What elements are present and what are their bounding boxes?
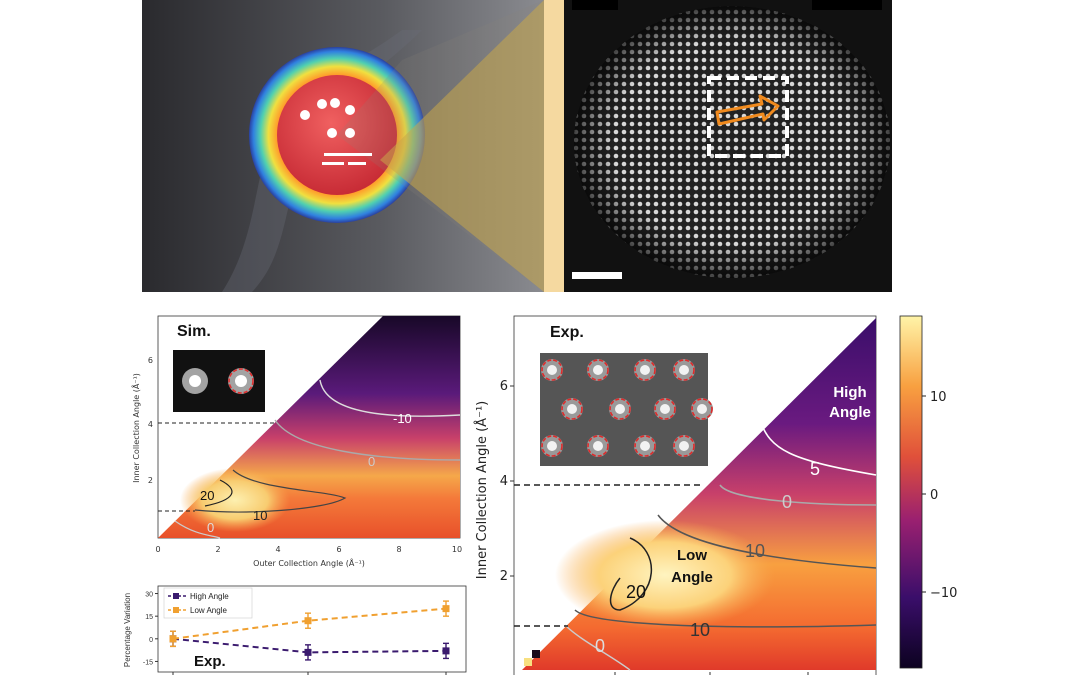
exp-contour-label: 5	[810, 459, 820, 479]
atom-core	[660, 404, 670, 414]
y-tick-label: -15	[143, 659, 153, 666]
x-tick: 10	[452, 545, 462, 554]
x-tick: 6	[336, 545, 341, 554]
atom-core	[593, 441, 603, 451]
sim-contour-label: 20	[200, 488, 214, 503]
sim-panel-label: Sim.	[177, 323, 211, 340]
y-tick-label: 0	[149, 637, 153, 644]
data-point	[169, 635, 177, 643]
atom-core	[679, 365, 689, 375]
sim-x-axis-label: Outer Collection Angle (Å⁻¹)	[253, 557, 365, 568]
atom-core	[567, 404, 577, 414]
low-angle-label: Angle	[671, 569, 713, 586]
atom-core	[697, 404, 707, 414]
atom-core	[640, 365, 650, 375]
legend-label: High Angle	[190, 592, 229, 601]
atom-marker-ring	[587, 359, 609, 381]
exp-contour-label: 20	[626, 582, 646, 602]
colorbar-tick: −10	[930, 586, 957, 601]
percentage-chart: 30 15 0 -15 High Angle Low Angle Exp. Perce…	[123, 585, 467, 675]
colorbar: 10 0 −10	[899, 315, 957, 669]
high-angle-label: High	[833, 384, 866, 401]
x-tick: 0	[155, 545, 160, 554]
exp-heatmap: 5 0 10 20 10 0 High Angle Low Angle Exp.…	[474, 315, 877, 675]
x-tick: 2	[215, 545, 220, 554]
y-tick-label: 30	[145, 592, 153, 599]
scale-bar	[572, 272, 622, 279]
low-angle-label: Low	[677, 547, 707, 564]
probe-core	[277, 75, 397, 195]
sim-y-axis-label: Inner Collection Angle (Å⁻¹)	[130, 373, 141, 483]
atom-marker-ring	[609, 398, 631, 420]
exp-contour-label: 10	[745, 541, 765, 561]
atom-marker-ring	[541, 359, 563, 381]
series-line	[172, 607, 447, 640]
colorbar-tick: 10	[930, 390, 947, 405]
y-tick: 4	[500, 474, 508, 489]
atom-marker-ring	[634, 359, 656, 381]
sim-contour-label: 0	[368, 454, 375, 469]
exp-inset	[540, 353, 713, 466]
x-tick: 8	[396, 545, 401, 554]
atom-core	[615, 404, 625, 414]
stem-image	[564, 0, 892, 292]
y-tick: 2	[148, 476, 153, 485]
data-point	[442, 605, 450, 613]
zoom-divider	[544, 0, 564, 292]
colorbar-gradient	[899, 315, 923, 669]
zoom-wedge	[380, 0, 544, 292]
exp-contour-label: 0	[782, 492, 792, 512]
exp-panel-label: Exp.	[550, 324, 584, 341]
atom-marker-ring	[654, 398, 676, 420]
data-point	[442, 647, 450, 655]
atom-marker-ring	[541, 435, 563, 457]
y-tick: 4	[148, 420, 153, 429]
atom-marker-ring	[634, 435, 656, 457]
legend-marker-high	[173, 593, 179, 599]
chart-panel-label: Exp.	[194, 653, 226, 670]
exp-y-axis-label: Inner Collection Angle (Å⁻¹)	[474, 401, 490, 579]
atom-core	[547, 441, 557, 451]
exp-contour-label: 0	[595, 636, 605, 656]
y-tick: 6	[148, 356, 153, 365]
chart-legend: High Angle Low Angle	[163, 587, 253, 619]
sim-contour-label: -10	[393, 411, 412, 426]
chart-y-axis-label: Percentage Variation	[123, 593, 132, 667]
atom-marker-ring	[691, 398, 713, 420]
legend-label: Low Angle	[190, 606, 227, 615]
atom-marker-ring	[673, 359, 695, 381]
y-tick: 2	[500, 569, 508, 584]
colorbar-tick: 0	[930, 488, 938, 503]
scan-arrow	[715, 94, 780, 126]
sim-contour-label: 0	[207, 520, 214, 535]
sim-inset	[173, 350, 265, 412]
sim-heatmap: -10 0 20 10 0 Sim. 0 2 4 6 8 10 2 4 6 Ou…	[130, 315, 462, 568]
atom-core	[679, 441, 689, 451]
atom-marker-ring	[587, 435, 609, 457]
y-tick-label: 15	[145, 614, 153, 621]
x-tick: 4	[275, 545, 280, 554]
data-point	[304, 617, 312, 625]
exp-contour-label: 10	[690, 620, 710, 640]
legend-marker-low	[173, 607, 179, 613]
atom-marker-ring	[673, 435, 695, 457]
atom-marker-ring	[561, 398, 583, 420]
y-tick: 6	[500, 379, 508, 394]
atom-core	[593, 365, 603, 375]
atom-core	[640, 441, 650, 451]
high-angle-label: Angle	[829, 404, 871, 421]
data-point	[304, 648, 312, 656]
atom-core	[547, 365, 557, 375]
roi-box	[707, 76, 789, 158]
sim-contour-label: 10	[253, 508, 267, 523]
